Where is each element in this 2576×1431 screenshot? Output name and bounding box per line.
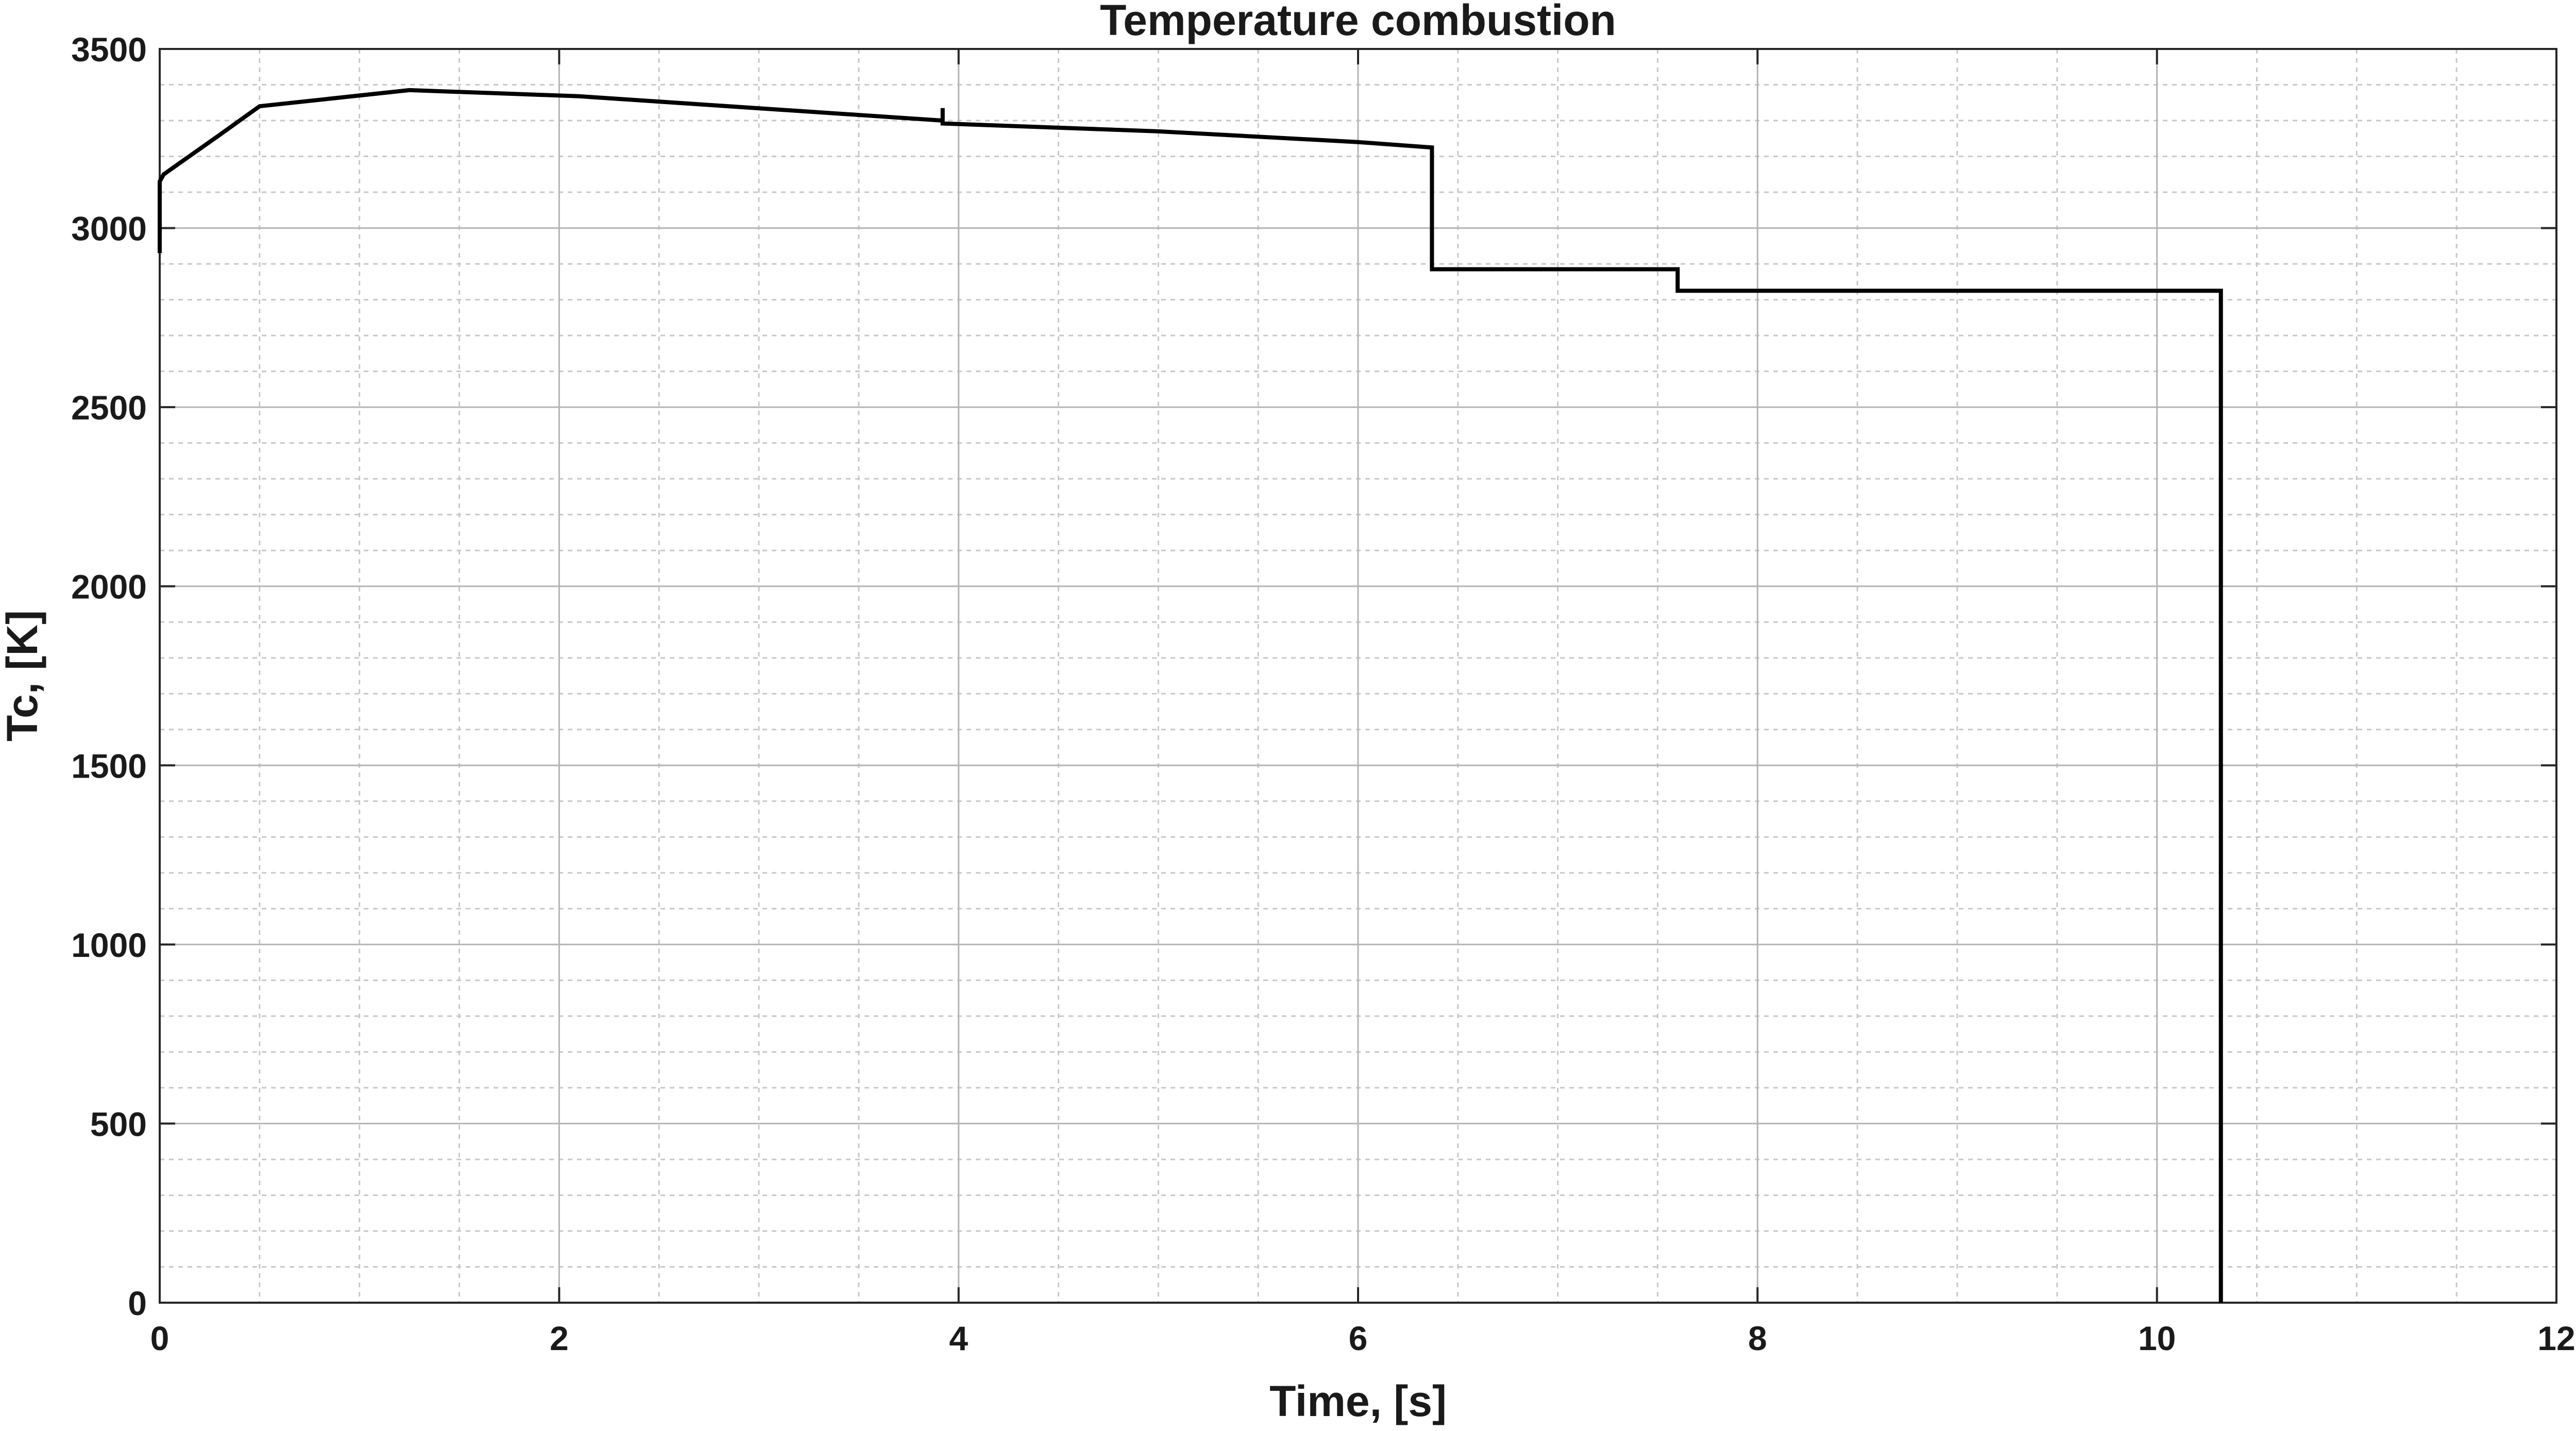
major-grid — [160, 49, 2556, 1303]
y-tick-label: 1000 — [71, 926, 147, 964]
y-axis-ticks: 0 500 1000 1500 2000 2500 3000 3500 — [71, 30, 2556, 1322]
series-lines — [158, 88, 2223, 1303]
series-line-tc — [158, 88, 2223, 1303]
x-tick-label: 0 — [150, 1319, 170, 1357]
y-tick-label: 2500 — [71, 389, 147, 427]
y-tick-label: 1500 — [71, 747, 147, 785]
x-tick-label: 10 — [2138, 1319, 2176, 1357]
y-tick-label: 0 — [128, 1284, 147, 1322]
x-tick-label: 8 — [1748, 1319, 1767, 1357]
y-tick-label: 3500 — [71, 30, 147, 69]
x-tick-label: 6 — [1349, 1319, 1368, 1357]
y-tick-label: 2000 — [71, 568, 147, 606]
x-axis-ticks: 0 2 4 6 8 10 12 — [150, 49, 2575, 1357]
x-axis-label: Time, [s] — [1269, 1377, 1447, 1425]
y-tick-label: 500 — [90, 1105, 147, 1143]
chart-title: Temperature combustion — [1100, 0, 1616, 44]
y-tick-label: 3000 — [71, 210, 147, 248]
x-tick-label: 12 — [2537, 1319, 2575, 1357]
x-tick-label: 4 — [949, 1319, 968, 1357]
x-tick-label: 2 — [550, 1319, 569, 1357]
y-axis-label: Tc, [K] — [0, 610, 46, 742]
